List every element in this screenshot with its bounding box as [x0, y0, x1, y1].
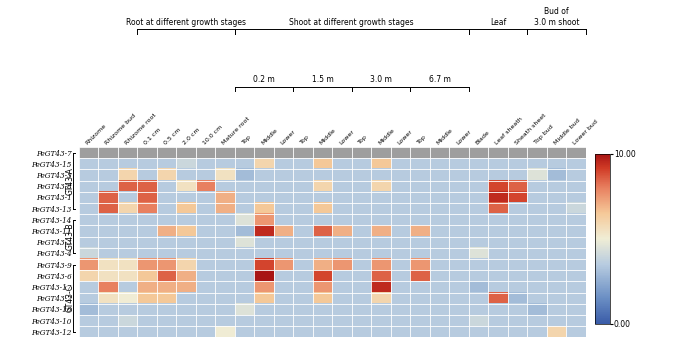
Bar — [235, 147, 254, 158]
Text: Middle: Middle — [377, 127, 396, 145]
Text: Middle: Middle — [436, 127, 454, 145]
Bar — [566, 147, 586, 158]
Text: GT43-C: GT43-C — [66, 284, 75, 312]
Bar — [98, 147, 118, 158]
Bar — [449, 147, 469, 158]
Text: Middle: Middle — [319, 127, 337, 145]
Text: Bud of
3.0 m shoot: Bud of 3.0 m shoot — [534, 7, 580, 27]
Bar — [293, 147, 313, 158]
Text: Rhizome: Rhizome — [85, 122, 108, 145]
Bar — [547, 147, 566, 158]
Text: Lower: Lower — [456, 128, 472, 145]
Text: Lower: Lower — [397, 128, 414, 145]
Bar — [176, 147, 196, 158]
Bar — [118, 147, 137, 158]
Bar — [429, 147, 449, 158]
Text: Middle bud: Middle bud — [553, 117, 581, 145]
Bar — [313, 147, 332, 158]
Bar — [157, 147, 176, 158]
Text: Shoot at different growth stages: Shoot at different growth stages — [289, 18, 414, 27]
Bar — [274, 147, 293, 158]
Text: Top: Top — [358, 134, 369, 145]
Text: 0.1 cm: 0.1 cm — [143, 127, 162, 145]
Text: Sheath sheet: Sheath sheet — [514, 112, 547, 145]
Text: Root at different growth stages: Root at different growth stages — [126, 18, 246, 27]
Text: Lower: Lower — [338, 128, 356, 145]
Text: 6.7 m: 6.7 m — [429, 75, 451, 84]
Text: 10.0 cm: 10.0 cm — [202, 124, 223, 145]
Bar — [79, 147, 98, 158]
Bar — [469, 147, 488, 158]
Bar — [254, 147, 274, 158]
Text: 3.0 m: 3.0 m — [370, 75, 392, 84]
Text: 0.2 m: 0.2 m — [253, 75, 275, 84]
Text: Blade: Blade — [475, 129, 491, 145]
Text: Mature root: Mature root — [221, 116, 251, 145]
Bar — [332, 147, 351, 158]
Bar — [508, 147, 527, 158]
Text: Top: Top — [299, 134, 310, 145]
Text: Top: Top — [416, 134, 427, 145]
Text: Rhizome root: Rhizome root — [124, 112, 157, 145]
Bar — [351, 147, 371, 158]
Text: GT43-B: GT43-B — [66, 223, 75, 251]
Text: Rhizome bud: Rhizome bud — [105, 113, 137, 145]
Text: Leaf: Leaf — [490, 18, 506, 27]
Text: Lower: Lower — [280, 128, 297, 145]
Bar — [196, 147, 215, 158]
Text: 2.0 cm: 2.0 cm — [182, 127, 201, 145]
Text: Top: Top — [241, 134, 252, 145]
Text: 1.5 m: 1.5 m — [312, 75, 334, 84]
Bar — [410, 147, 429, 158]
Bar — [390, 147, 410, 158]
Text: Middle: Middle — [260, 127, 279, 145]
Text: Leaf sheath: Leaf sheath — [495, 116, 524, 145]
Text: Lower bud: Lower bud — [573, 119, 599, 145]
Text: GT43-A: GT43-A — [66, 167, 75, 194]
Text: Top bud: Top bud — [534, 124, 554, 145]
Text: 0.5 cm: 0.5 cm — [163, 127, 182, 145]
Bar — [215, 147, 235, 158]
Bar — [488, 147, 508, 158]
Bar — [371, 147, 390, 158]
Bar — [527, 147, 547, 158]
Bar — [137, 147, 157, 158]
